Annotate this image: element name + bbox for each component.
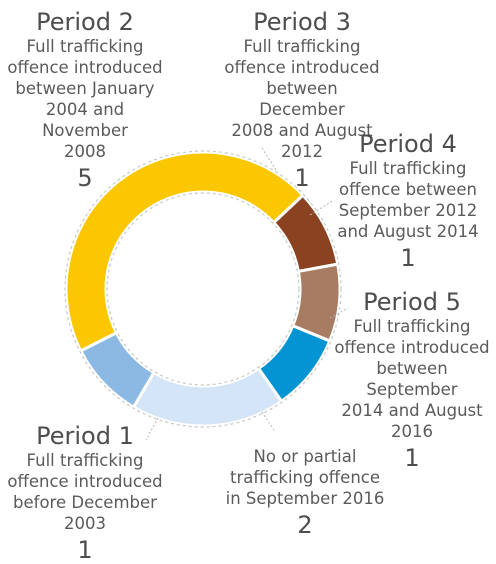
period-3-description: Full trafficking offence introduced betw… — [224, 37, 380, 161]
leader-period-5 — [329, 307, 349, 319]
leader-period-3 — [261, 147, 277, 171]
label-period-1: Period 1 Full trafficking offence introd… — [2, 422, 168, 564]
period-5-count: 1 — [404, 444, 420, 472]
period-1-description: Full trafficking offence introduced befo… — [7, 451, 163, 533]
label-no-offence: No or partial trafficking offence in Sep… — [212, 446, 398, 539]
label-period-4: Period 4 Full trafficking offence betwee… — [326, 130, 490, 272]
slice-period-2 — [64, 150, 306, 353]
period-3-title: Period 3 — [253, 8, 351, 36]
period-4-description: Full trafficking offence between Septemb… — [337, 159, 479, 241]
period-1-title: Period 1 — [36, 422, 134, 450]
label-period-2: Period 2 Full trafficking offence introd… — [2, 8, 168, 192]
period-3-count: 1 — [294, 164, 310, 192]
no-offence-count: 2 — [297, 511, 313, 539]
period-5-title: Period 5 — [363, 288, 461, 316]
period-2-count: 5 — [77, 164, 93, 192]
period-4-count: 1 — [400, 244, 416, 272]
period-2-title: Period 2 — [36, 8, 134, 36]
period-1-count: 1 — [77, 536, 93, 564]
no-offence-description: No or partial trafficking offence in Sep… — [225, 447, 385, 508]
inner-ring-outline — [106, 192, 300, 386]
period-2-description: Full trafficking offence introduced betw… — [7, 37, 163, 161]
slice-no-or-partial-trafficking-offence — [131, 366, 284, 428]
label-period-3: Period 3 Full trafficking offence introd… — [222, 8, 382, 192]
outer-ring-outline — [64, 150, 342, 428]
label-period-5: Period 5 Full trafficking offence introd… — [330, 288, 494, 472]
period-4-title: Period 4 — [359, 130, 457, 158]
leader-period-1 — [145, 417, 159, 441]
slice-period-5 — [256, 323, 332, 404]
leader-period-4 — [309, 199, 335, 216]
period-5-description: Full trafficking offence introduced betw… — [334, 317, 490, 441]
leader-no-offence — [261, 411, 275, 431]
